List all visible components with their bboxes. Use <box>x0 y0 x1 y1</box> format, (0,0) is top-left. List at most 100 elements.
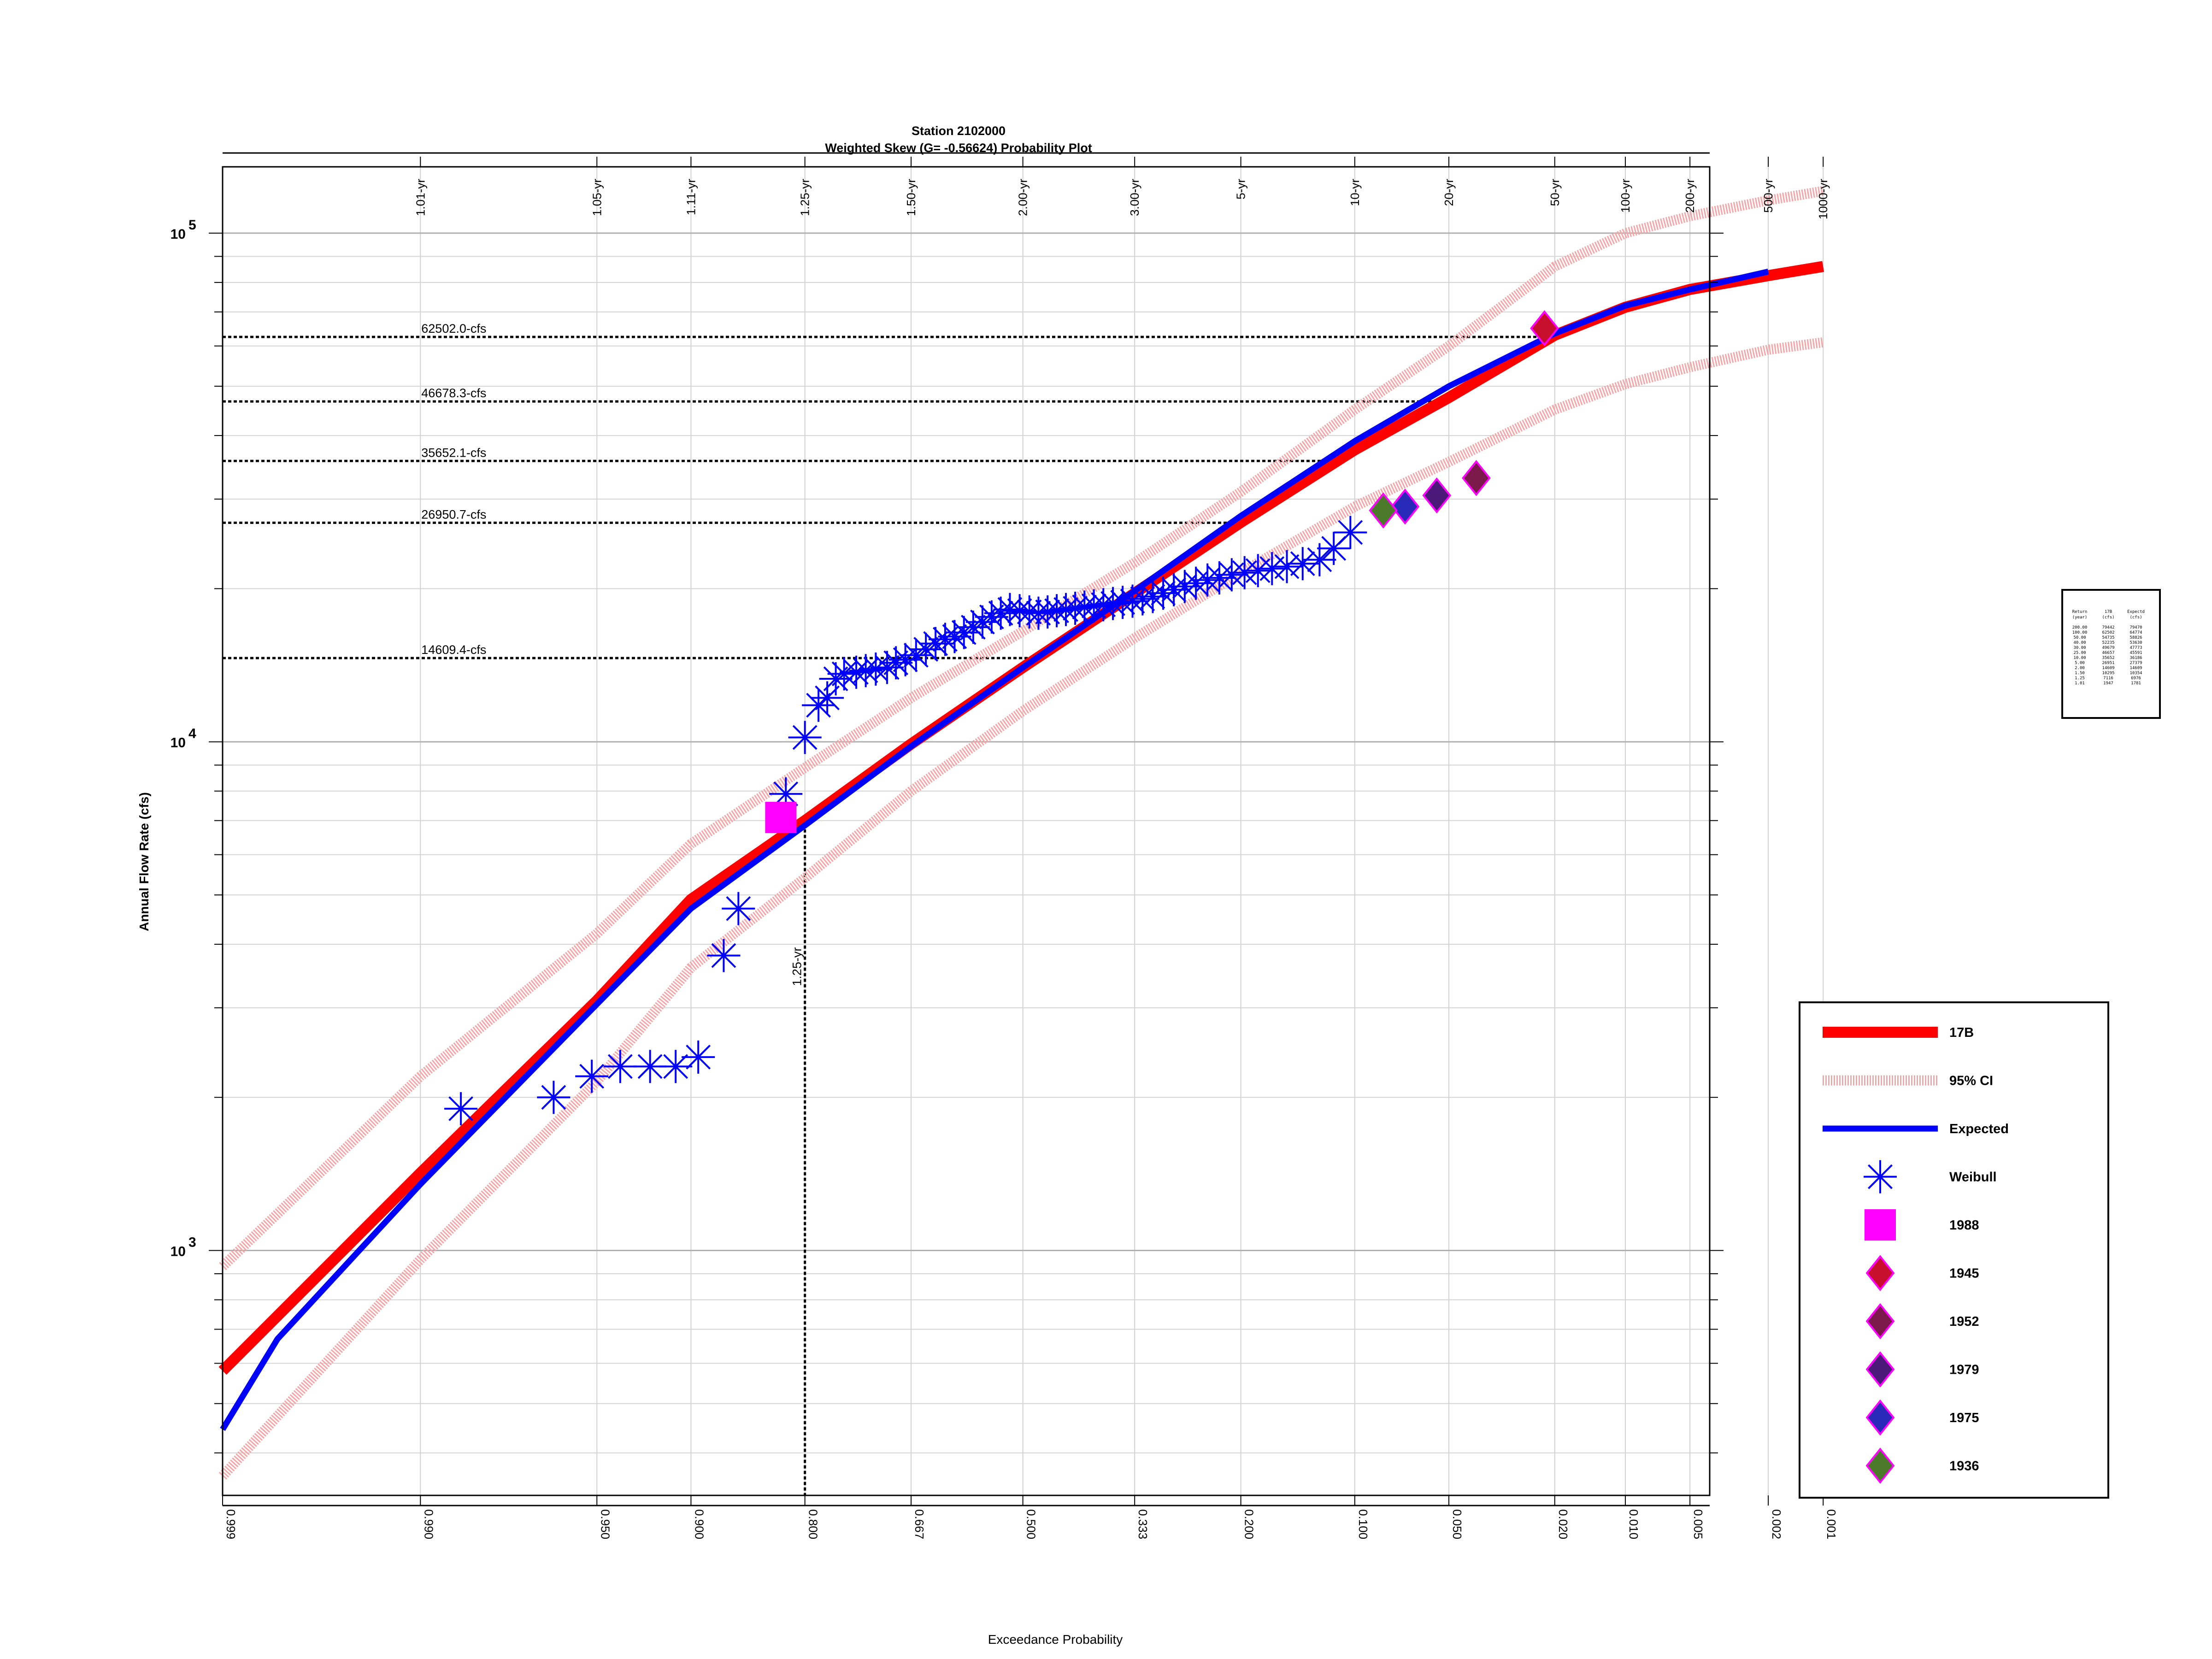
star-stroke <box>1035 600 1060 624</box>
weibull-point <box>769 777 803 811</box>
weibull-point <box>1012 595 1046 629</box>
legend-swatch <box>1865 1399 1895 1436</box>
table-header-cell: Expectd <box>2127 610 2145 614</box>
star-stroke <box>988 600 1013 626</box>
point-1979 <box>1422 477 1452 514</box>
top-tick-label: 1.25-yr <box>798 179 812 216</box>
weibull-point <box>956 610 990 644</box>
reference-line-label: 26950.7-cfs <box>421 507 486 521</box>
star-stroke <box>1130 586 1155 612</box>
x-tick-label: 0.667 <box>912 1509 926 1539</box>
table-cell: 35652 <box>2102 656 2114 660</box>
top-tick-label: 100-yr <box>1618 179 1632 213</box>
table-cell: 1947 <box>2103 681 2113 686</box>
table-cell: 200.00 <box>2072 625 2088 630</box>
table-cell: 27379 <box>2130 661 2142 665</box>
x-axis-label: Exceedance Probability <box>988 1632 1123 1647</box>
star-stroke <box>773 781 799 806</box>
x-tick-label: 0.999 <box>224 1509 238 1539</box>
x-tick-label: 0.100 <box>1356 1509 1370 1539</box>
star-stroke <box>448 1096 473 1121</box>
legend-swatch <box>1865 1255 1895 1291</box>
top-tick-label: 50-yr <box>1548 179 1562 206</box>
legend-label: 1936 <box>1949 1459 1979 1474</box>
table-header-cell: 17B <box>2105 610 2112 614</box>
top-tick-label: 500-yr <box>1761 179 1775 213</box>
star-stroke <box>541 1085 566 1110</box>
top-tick-label: 1.50-yr <box>904 179 918 216</box>
star-stroke <box>1053 597 1078 622</box>
star-stroke <box>686 1044 711 1070</box>
top-tick-label: 1.01-yr <box>413 179 427 216</box>
reference-line-label: 14609.4-cfs <box>421 643 486 657</box>
table-cell: 6976 <box>2131 676 2141 681</box>
weibull-point <box>1147 577 1180 610</box>
x-tick-label: 0.005 <box>1691 1509 1705 1539</box>
y-tick-exponent: 3 <box>188 1235 196 1250</box>
star-stroke <box>1274 554 1300 579</box>
reference-line-label: 62502.0-cfs <box>421 322 486 335</box>
star-stroke <box>942 624 967 649</box>
top-tick-label: 200-yr <box>1683 179 1697 213</box>
weibull-point <box>575 1059 609 1093</box>
star-stroke <box>1081 593 1106 618</box>
x-tick-label: 0.800 <box>806 1509 820 1539</box>
legend-label: 17B <box>1949 1025 1974 1040</box>
x-tick-label: 0.200 <box>1242 1509 1256 1539</box>
star-stroke <box>1868 1164 1893 1189</box>
table-cell: 49679 <box>2102 646 2114 650</box>
table-cell: 14609 <box>2102 666 2114 671</box>
table-cell: 36186 <box>2130 656 2142 660</box>
top-tick-label: 20-yr <box>1442 179 1456 206</box>
weibull-point <box>537 1081 571 1114</box>
ci-band-line <box>219 186 1824 1271</box>
star-stroke <box>579 1064 605 1089</box>
weibull-point <box>909 632 943 666</box>
table-cell: 64774 <box>2130 630 2142 635</box>
point-1975 <box>1390 488 1420 525</box>
weibull-point <box>1136 580 1170 613</box>
star-stroke <box>970 609 995 635</box>
table-cell: 26951 <box>2102 661 2114 665</box>
y-tick-label: 10 <box>171 1244 186 1259</box>
star-stroke <box>1161 577 1187 602</box>
chart-subtitle: Weighted Skew (G= -0.56624) Probability … <box>825 141 1092 155</box>
reference-line-label: 35652.1-cfs <box>421 446 486 459</box>
point-1988 <box>765 801 797 833</box>
summary-table: Return 17B Expectd (year) (cfs) (cfs) 200.00 79… <box>2061 589 2161 719</box>
table-cell: 5.00 <box>2075 661 2085 665</box>
legend-label: Expected <box>1949 1122 2009 1136</box>
series-layer <box>218 186 1824 1480</box>
legend-label: Weibull <box>1949 1170 1997 1185</box>
table-cell: 47773 <box>2130 646 2142 650</box>
table-cell: 53630 <box>2130 641 2142 645</box>
reference-lines: 62502.0-cfs 46678.3-cfs 35652.1-cfs 26950.7… <box>223 322 1552 1495</box>
star-stroke <box>637 1054 663 1079</box>
table-cell: 7116 <box>2103 676 2113 681</box>
point-1945 <box>1530 310 1559 347</box>
table-cell: 10.00 <box>2073 656 2086 660</box>
table-cell: 58826 <box>2130 635 2142 640</box>
table-cell: 10354 <box>2130 671 2142 676</box>
table-cell: 40.00 <box>2073 641 2086 645</box>
table-cell: 79470 <box>2130 625 2142 630</box>
x-tick-label: 0.900 <box>692 1509 706 1539</box>
weibull-point <box>947 616 981 649</box>
y-tick-exponent: 5 <box>188 218 196 233</box>
weibull-point <box>1286 547 1319 581</box>
point-1936 <box>1369 492 1398 529</box>
star-stroke <box>863 656 888 682</box>
plot-border <box>222 166 1711 1496</box>
weibull-point <box>707 939 741 972</box>
x-tick-label: 0.050 <box>1450 1509 1464 1539</box>
legend-swatch <box>1865 1303 1895 1340</box>
star-stroke <box>1044 598 1069 624</box>
weibull-point <box>965 605 999 639</box>
table-cell: 2.00 <box>2075 666 2085 671</box>
weibull-point <box>1270 550 1304 583</box>
tick-layer: 0.999 0.990 0.950 0.900 0.800 0.667 0.500 0.333… <box>171 157 1838 1539</box>
table-cell: 45591 <box>2130 651 2142 655</box>
table-cell: 100.00 <box>2072 630 2088 635</box>
table-cell: 46657 <box>2102 651 2114 655</box>
grid-layer <box>222 167 1824 1495</box>
